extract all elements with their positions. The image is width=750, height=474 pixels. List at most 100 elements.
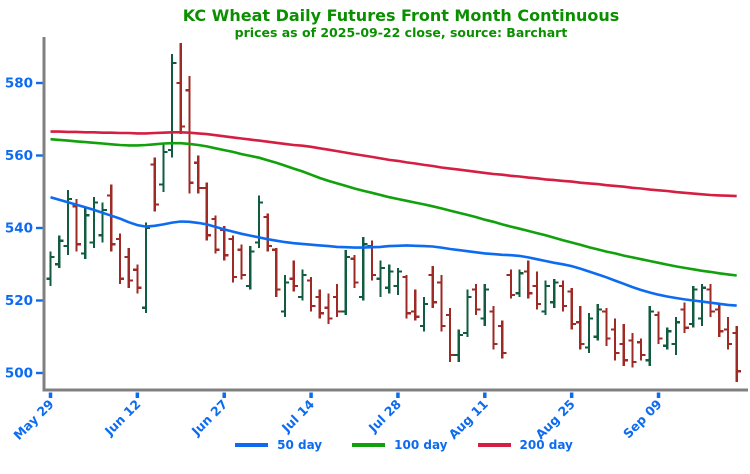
ohlc-bar xyxy=(376,260,385,297)
ohlc-bar xyxy=(315,289,324,319)
ohlc-bar xyxy=(480,284,489,326)
ohlc-bar xyxy=(254,195,264,248)
ohlc-bar xyxy=(46,251,55,286)
ohlc-bar xyxy=(54,235,64,268)
ohlc-bar xyxy=(402,275,411,319)
ohlc-bar xyxy=(610,318,620,361)
ohlc-bar xyxy=(289,260,298,292)
ohlc-bar xyxy=(454,329,463,363)
ohlc-bar xyxy=(550,278,559,308)
ohlc-bar xyxy=(489,305,498,350)
chart-title: KC Wheat Daily Futures Front Month Conti… xyxy=(182,6,620,25)
ohlc-bar xyxy=(246,246,255,290)
ohlc-bar xyxy=(558,280,568,312)
ohlc-bar xyxy=(671,316,681,355)
ma50-line-sample xyxy=(235,443,269,447)
ohlc-bar xyxy=(593,304,602,341)
ohlc-bar xyxy=(228,235,238,283)
ohlc-bar xyxy=(584,313,594,354)
ohlc-bar xyxy=(602,307,611,346)
ohlc-bar xyxy=(393,267,403,296)
ohlc-bar xyxy=(89,197,99,248)
ma100-line-sample xyxy=(352,443,386,447)
ohlc-bar xyxy=(411,289,420,321)
ohlc-bar xyxy=(636,338,646,361)
ohlc-bar xyxy=(185,75,194,194)
ohlc-bar xyxy=(463,289,472,337)
ohlc-bar xyxy=(428,266,437,308)
ohlc-bar xyxy=(567,287,576,330)
ohlc-bar xyxy=(81,208,90,259)
ohlc-bar xyxy=(263,213,272,252)
ohlc-bar xyxy=(176,43,185,134)
y-axis-label: 580 xyxy=(5,76,33,92)
ohlc-bar xyxy=(654,311,663,344)
ohlc-bar xyxy=(532,271,542,310)
ohlc-bar xyxy=(497,320,507,359)
y-axis-label: 560 xyxy=(5,148,33,164)
ohlc-bar xyxy=(63,189,73,256)
ohlc-bar xyxy=(541,280,550,315)
ohlc-bar xyxy=(524,260,533,299)
ohlc-bar xyxy=(715,304,724,337)
ohlc-bar xyxy=(159,144,168,192)
x-axis-label: Jun 27 xyxy=(188,397,231,440)
ma200-line xyxy=(50,130,737,198)
y-axis-label: 540 xyxy=(5,221,33,237)
ma50-line xyxy=(50,195,737,307)
ohlc-bar xyxy=(706,284,715,317)
x-axis-label: Aug 25 xyxy=(532,397,577,442)
x-axis-label: Sep 09 xyxy=(620,397,665,442)
ohlc-bar xyxy=(332,284,342,317)
x-axis-label: May 29 xyxy=(10,397,56,443)
ohlc-bar xyxy=(350,255,359,288)
ohlc-bar xyxy=(324,293,333,325)
legend-label-100day: 100 day xyxy=(394,438,448,452)
ohlc-bar xyxy=(272,247,281,297)
ohlc-bar xyxy=(98,202,107,243)
ohlc-bar xyxy=(298,269,307,301)
ohlc-bar xyxy=(576,305,585,350)
legend-label-200day: 200 day xyxy=(519,438,573,452)
ohlc-bars xyxy=(46,43,741,383)
ohlc-bar xyxy=(628,333,637,368)
ohlc-bar xyxy=(306,276,316,312)
ohlc-bar xyxy=(419,296,429,332)
legend-item-200day: 200 day xyxy=(477,438,573,452)
ohlc-bar xyxy=(619,324,628,366)
legend-item-50day: 50 day xyxy=(235,438,322,452)
ohlc-bar xyxy=(193,155,203,194)
x-axis-label: Jul 28 xyxy=(365,397,404,436)
chart-header: KC Wheat Daily Futures Front Month Conti… xyxy=(0,6,750,40)
ohlc-bar xyxy=(141,222,151,314)
ohlc-bar xyxy=(167,54,177,158)
ohlc-bar xyxy=(445,307,455,363)
ohlc-bar xyxy=(506,269,516,299)
legend-label-50day: 50 day xyxy=(277,438,323,452)
ohlc-bar xyxy=(202,182,212,241)
legend-item-100day: 100 day xyxy=(352,438,448,452)
ohlc-bar xyxy=(150,157,159,212)
ohlc-bar xyxy=(115,233,125,285)
ohlc-bar xyxy=(237,244,246,280)
ohlc-bar xyxy=(663,327,672,350)
ohlc-bar xyxy=(645,305,655,366)
chart-legend: 50 day 100 day 200 day xyxy=(0,438,750,452)
ohlc-bar xyxy=(280,275,290,317)
y-axis-label: 520 xyxy=(5,293,33,309)
ohlc-bar xyxy=(211,215,220,254)
ohlc-bar xyxy=(72,199,81,252)
x-axis-label: Jun 12 xyxy=(101,397,144,440)
chart-subtitle: prices as of 2025-09-22 close, source: B… xyxy=(234,25,568,40)
ohlc-bar xyxy=(515,269,524,297)
ohlc-bar xyxy=(471,284,481,315)
x-axis-label: Aug 11 xyxy=(445,397,490,442)
ohlc-bar xyxy=(124,247,133,288)
ohlc-bar xyxy=(385,264,394,294)
ohlc-bar xyxy=(732,325,741,383)
ohlc-bar xyxy=(680,302,689,334)
ohlc-bar xyxy=(697,284,707,326)
ohlc-bar xyxy=(723,316,733,350)
